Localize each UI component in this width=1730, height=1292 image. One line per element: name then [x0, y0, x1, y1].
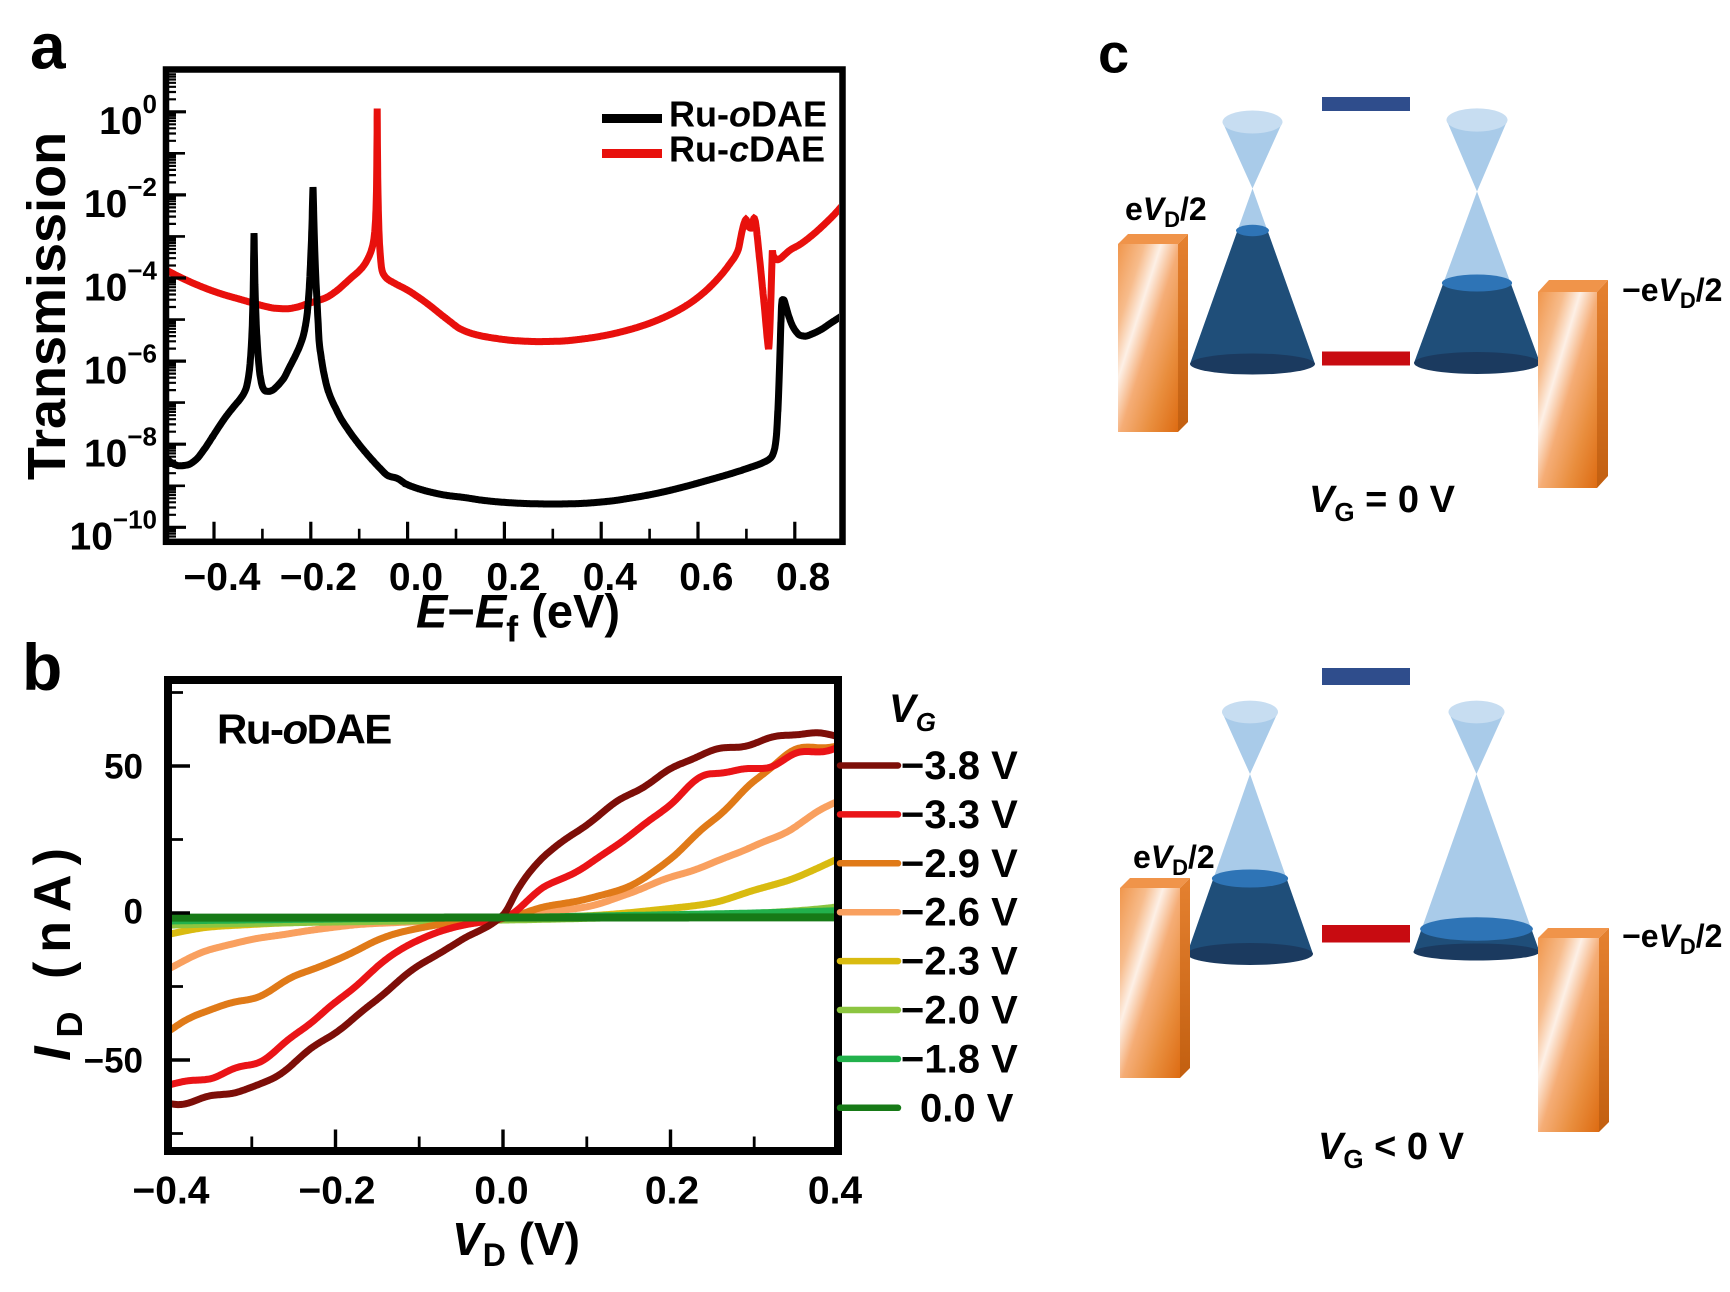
svg-text:−2.0 V: −2.0 V	[901, 989, 1018, 1033]
svg-text:0: 0	[124, 893, 143, 932]
svg-text:−0.4: −0.4	[184, 556, 261, 599]
svg-text:0.2: 0.2	[486, 556, 540, 599]
svg-text:VG < 0 V: VG < 0 V	[1318, 1126, 1465, 1174]
svg-text:Ru-oDAE: Ru-oDAE	[669, 94, 827, 135]
svg-text:0.0 V: 0.0 V	[920, 1086, 1014, 1130]
svg-text:0.4: 0.4	[808, 1170, 863, 1213]
svg-text:0.8: 0.8	[776, 556, 830, 599]
svg-text:0.4: 0.4	[583, 556, 638, 599]
svg-text:eVD/2: eVD/2	[1125, 191, 1207, 232]
svg-text:−0.2: −0.2	[280, 556, 357, 599]
svg-text:VD (V): VD (V)	[452, 1213, 580, 1273]
svg-text:c: c	[1098, 22, 1129, 85]
svg-text:VG = 0 V: VG = 0 V	[1309, 479, 1456, 527]
svg-text:−2.9 V: −2.9 V	[901, 842, 1018, 886]
svg-text:−3.8 V: −3.8 V	[901, 744, 1018, 788]
svg-text:−0.4: −0.4	[133, 1170, 210, 1213]
svg-text:−0.2: −0.2	[299, 1170, 376, 1213]
svg-text:−eVD/2: −eVD/2	[1622, 272, 1722, 313]
svg-text:−2.3 V: −2.3 V	[901, 940, 1018, 984]
svg-text:Transmission: Transmission	[17, 132, 77, 480]
svg-text:0.0: 0.0	[389, 556, 443, 599]
svg-text:b: b	[22, 630, 62, 704]
svg-text:−eVD/2: −eVD/2	[1622, 918, 1722, 959]
svg-text:Ru-cDAE: Ru-cDAE	[669, 129, 825, 170]
svg-text:−1.8 V: −1.8 V	[901, 1037, 1018, 1081]
svg-text:0.2: 0.2	[645, 1170, 699, 1213]
svg-text:−3.3 V: −3.3 V	[901, 793, 1018, 837]
svg-text:−2.6 V: −2.6 V	[901, 891, 1018, 935]
svg-text:−50: −50	[84, 1042, 143, 1081]
svg-text:50: 50	[104, 748, 143, 787]
svg-text:ID (nA): ID (nA)	[24, 839, 90, 1061]
svg-text:0.6: 0.6	[679, 556, 733, 599]
svg-text:0.0: 0.0	[474, 1170, 528, 1213]
svg-text:a: a	[30, 11, 66, 83]
svg-text:Ru-oDAE: Ru-oDAE	[217, 706, 391, 753]
